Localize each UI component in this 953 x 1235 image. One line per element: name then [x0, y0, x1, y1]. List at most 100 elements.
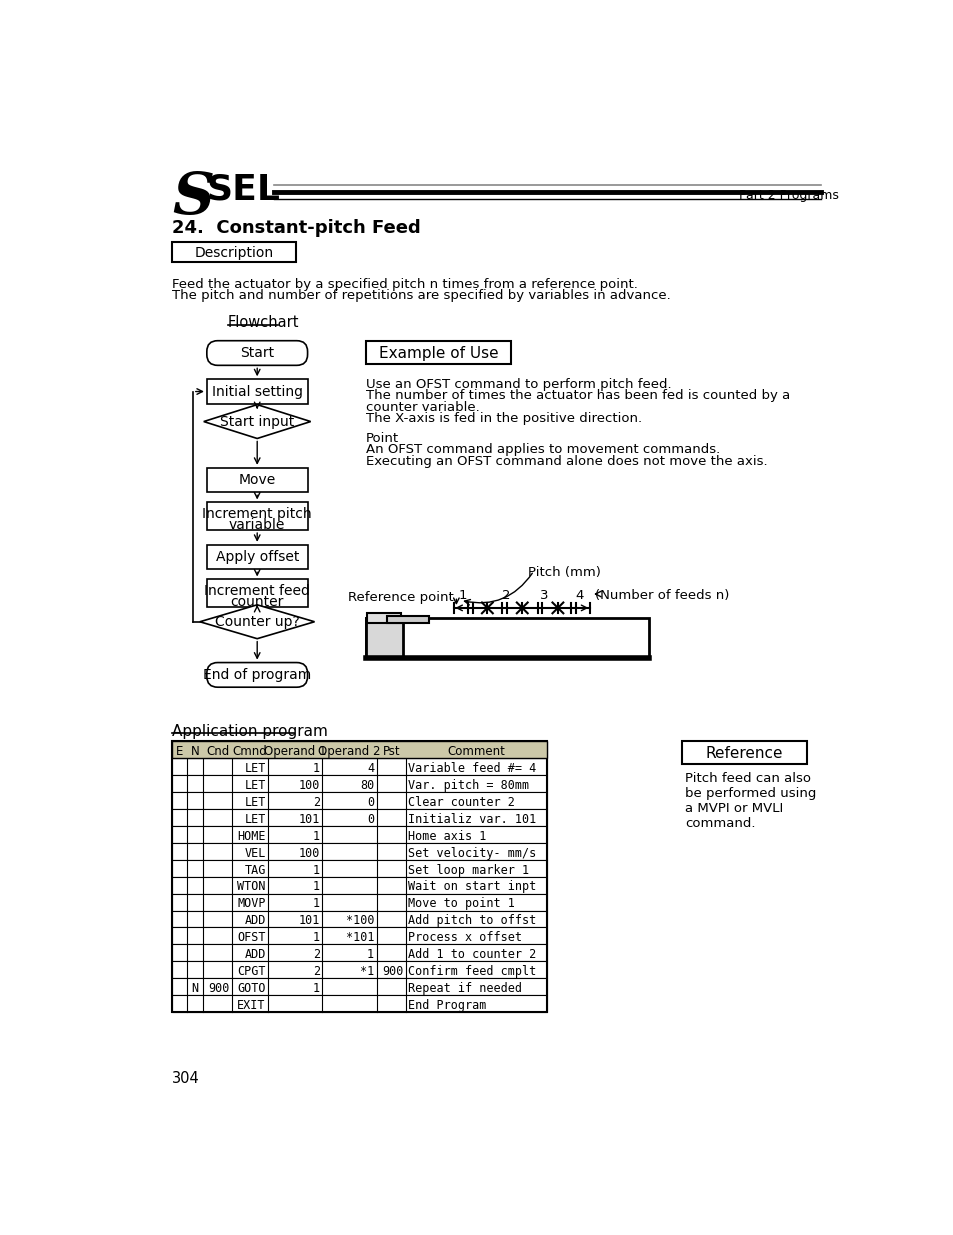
- Text: 1: 1: [313, 898, 319, 910]
- Text: (Number of feeds n): (Number of feeds n): [595, 589, 729, 601]
- Text: Cmnd: Cmnd: [233, 745, 268, 758]
- Bar: [172, 842, 546, 860]
- Text: 80: 80: [359, 779, 374, 792]
- Text: Increment pitch: Increment pitch: [202, 508, 312, 521]
- Text: 2: 2: [313, 966, 319, 978]
- Bar: [386, 615, 429, 624]
- Text: Feed the actuator by a specified pitch n times from a reference point.: Feed the actuator by a specified pitch n…: [172, 278, 638, 290]
- Text: 1: 1: [313, 931, 319, 945]
- Text: Increment feed: Increment feed: [204, 584, 310, 598]
- Text: Executing an OFST command alone does not move the axis.: Executing an OFST command alone does not…: [365, 454, 766, 468]
- Text: *100: *100: [345, 914, 374, 927]
- Text: Move: Move: [238, 473, 275, 487]
- Text: Counter up?: Counter up?: [214, 615, 299, 629]
- Text: 2: 2: [502, 589, 511, 601]
- Text: ADD: ADD: [244, 948, 266, 961]
- Bar: [207, 379, 307, 404]
- FancyBboxPatch shape: [207, 662, 307, 687]
- Text: 101: 101: [298, 914, 319, 927]
- Text: WTON: WTON: [237, 881, 266, 893]
- Text: Operand 2: Operand 2: [318, 745, 380, 758]
- Text: 1: 1: [313, 762, 319, 774]
- Text: Part 2 Programs: Part 2 Programs: [739, 189, 839, 203]
- Text: Variable feed #= 4: Variable feed #= 4: [408, 762, 536, 774]
- Text: 1: 1: [313, 830, 319, 842]
- Text: Process x offset: Process x offset: [408, 931, 522, 945]
- Text: LET: LET: [244, 779, 266, 792]
- Text: 100: 100: [298, 779, 319, 792]
- Bar: [207, 579, 307, 608]
- Bar: [172, 242, 295, 262]
- Bar: [207, 545, 307, 569]
- Bar: [365, 341, 511, 364]
- Text: MOVP: MOVP: [237, 898, 266, 910]
- Text: counter variable.: counter variable.: [365, 401, 479, 414]
- Text: Initial setting: Initial setting: [212, 384, 302, 399]
- Text: Start: Start: [240, 346, 274, 361]
- Text: ADD: ADD: [244, 914, 266, 927]
- Text: OFST: OFST: [237, 931, 266, 945]
- Text: Wait on start inpt: Wait on start inpt: [408, 881, 536, 893]
- Text: Add 1 to counter 2: Add 1 to counter 2: [408, 948, 536, 961]
- Bar: [172, 826, 546, 842]
- Text: 100: 100: [298, 846, 319, 860]
- Text: Repeat if needed: Repeat if needed: [408, 982, 522, 995]
- Text: The pitch and number of repetitions are specified by variables in advance.: The pitch and number of repetitions are …: [172, 289, 670, 303]
- Polygon shape: [204, 405, 311, 438]
- Text: Pitch feed can also
be performed using
a MVPI or MVLI
command.: Pitch feed can also be performed using a…: [684, 772, 816, 830]
- Text: N: N: [191, 745, 199, 758]
- Text: Home axis 1: Home axis 1: [408, 830, 486, 842]
- Text: The number of times the actuator has been fed is counted by a: The number of times the actuator has bee…: [365, 389, 789, 403]
- Text: SEL: SEL: [206, 173, 279, 206]
- Text: 1: 1: [313, 982, 319, 995]
- Bar: [172, 995, 546, 1013]
- Text: The X-axis is fed in the positive direction.: The X-axis is fed in the positive direct…: [365, 412, 641, 425]
- Bar: [172, 910, 546, 927]
- Bar: [172, 860, 546, 877]
- Bar: [207, 468, 307, 493]
- Text: Use an OFST command to perform pitch feed.: Use an OFST command to perform pitch fee…: [365, 378, 671, 390]
- Text: Clear counter 2: Clear counter 2: [408, 795, 515, 809]
- Text: 0: 0: [367, 795, 374, 809]
- Text: End Program: End Program: [408, 999, 486, 1011]
- Bar: [207, 503, 307, 530]
- Bar: [172, 877, 546, 894]
- Text: 1: 1: [313, 881, 319, 893]
- Text: EXIT: EXIT: [237, 999, 266, 1011]
- Text: Var. pitch = 80mm: Var. pitch = 80mm: [408, 779, 529, 792]
- Text: 900: 900: [209, 982, 230, 995]
- Text: Reference point: Reference point: [348, 592, 453, 604]
- Bar: [172, 776, 546, 792]
- Text: variable: variable: [229, 517, 285, 532]
- Text: 24.  Constant-pitch Feed: 24. Constant-pitch Feed: [172, 219, 420, 237]
- Text: 2: 2: [313, 948, 319, 961]
- Text: Flowchart: Flowchart: [228, 315, 299, 330]
- Text: N: N: [192, 982, 198, 995]
- Text: Point: Point: [365, 431, 398, 445]
- Text: 4: 4: [367, 762, 374, 774]
- Text: LET: LET: [244, 795, 266, 809]
- Text: Add pitch to offst: Add pitch to offst: [408, 914, 536, 927]
- Text: 101: 101: [298, 813, 319, 826]
- Bar: [172, 978, 546, 995]
- Text: GOTO: GOTO: [237, 982, 266, 995]
- Text: *1: *1: [359, 966, 374, 978]
- Bar: [367, 614, 401, 622]
- Text: Apply offset: Apply offset: [215, 550, 298, 564]
- Bar: [172, 792, 546, 809]
- Bar: [172, 809, 546, 826]
- Text: Set velocity- mm/s: Set velocity- mm/s: [408, 846, 536, 860]
- Text: HOME: HOME: [237, 830, 266, 842]
- Text: An OFST command applies to movement commands.: An OFST command applies to movement comm…: [365, 443, 720, 456]
- Text: 1: 1: [367, 948, 374, 961]
- Text: Operand 1: Operand 1: [264, 745, 326, 758]
- Text: S: S: [172, 169, 213, 226]
- Bar: [172, 741, 546, 758]
- Text: E: E: [175, 745, 183, 758]
- Text: Example of Use: Example of Use: [378, 346, 497, 361]
- Text: Set loop marker 1: Set loop marker 1: [408, 863, 529, 877]
- Bar: [172, 945, 546, 961]
- Text: Pst: Pst: [382, 745, 399, 758]
- Text: VEL: VEL: [244, 846, 266, 860]
- Text: Cnd: Cnd: [206, 745, 229, 758]
